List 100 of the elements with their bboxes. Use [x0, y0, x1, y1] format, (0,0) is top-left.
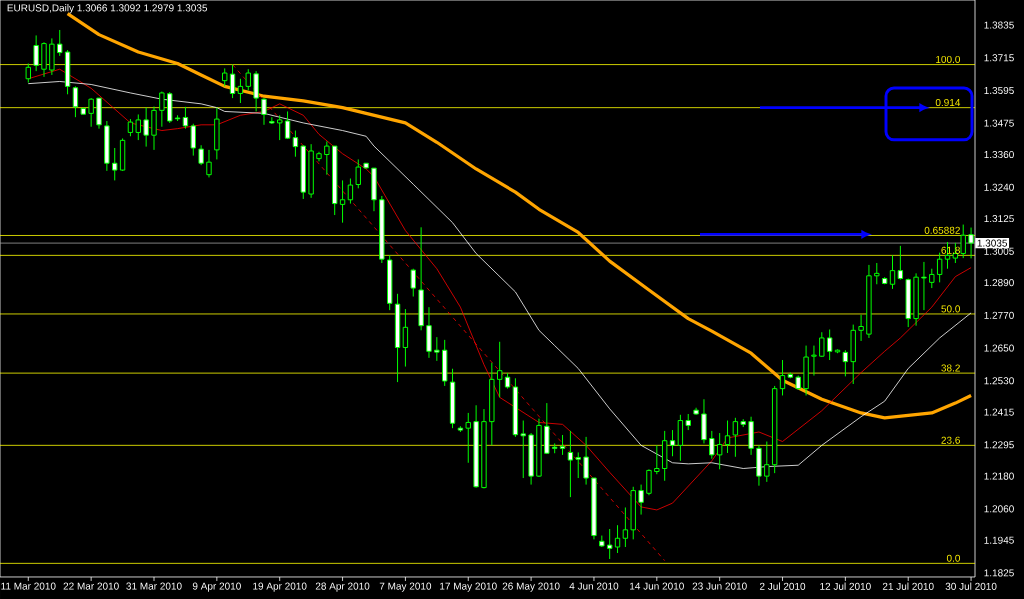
- candlestick: [842, 349, 849, 377]
- candlestick: [261, 97, 267, 126]
- x-tick-label: 4 Jun 2010: [569, 582, 619, 590]
- y-tick-label: 1.3360: [984, 150, 1014, 159]
- y-tick-label: 1.3125: [984, 215, 1014, 223]
- candlestick: [496, 341, 503, 398]
- y-tick-label: 1.2060: [984, 505, 1014, 513]
- candlestick: [324, 140, 330, 176]
- x-tick-label: 23 Jun 2010: [692, 582, 747, 590]
- candlestick: [190, 123, 196, 157]
- candlestick: [347, 178, 354, 205]
- candlestick: [575, 451, 581, 479]
- candlestick: [520, 420, 526, 479]
- y-tick-label: 1.3475: [984, 119, 1014, 127]
- candlestick: [716, 432, 723, 470]
- candlestick: [402, 308, 409, 368]
- candlestick: [936, 252, 943, 283]
- candlestick: [229, 64, 236, 99]
- candlestick: [614, 524, 621, 554]
- x-tick-label: 11 Mar 2010: [1, 582, 56, 590]
- candlestick: [724, 420, 731, 454]
- candlestick: [732, 417, 739, 458]
- y-tick-label: 1.3240: [984, 183, 1014, 191]
- y-tick-label: 1.3595: [984, 86, 1014, 95]
- candlestick: [897, 245, 904, 281]
- candlestick: [159, 91, 165, 128]
- candlestick: [465, 412, 471, 464]
- y-tick-label: 1.2530: [984, 377, 1014, 385]
- candlestick: [57, 29, 63, 57]
- candlestick: [237, 78, 244, 104]
- candlestick: [960, 224, 966, 259]
- candlestick: [292, 130, 299, 158]
- candlestick: [112, 147, 118, 181]
- y-tick-label: 1.3005: [984, 247, 1014, 255]
- candlestick: [826, 329, 833, 361]
- ref-line-label: 1.3035: [977, 239, 1008, 247]
- candlestick: [284, 110, 291, 140]
- candlestick: [622, 506, 629, 548]
- annotation: 0.65882: [924, 226, 960, 234]
- candlestick: [669, 429, 676, 457]
- candlestick: [410, 268, 416, 298]
- candlestick: [646, 468, 652, 496]
- x-tick-label: 7 May 2010: [379, 582, 432, 592]
- annotation: 0.914: [935, 98, 961, 107]
- x-tick-label: 22 Mar 2010: [63, 582, 119, 590]
- x-tick-label: 21 Jul 2010: [882, 582, 934, 590]
- x-tick-label: 12 Jul 2010: [820, 582, 871, 590]
- candlestick: [245, 68, 251, 91]
- candlestick: [182, 106, 189, 130]
- candlestick: [654, 444, 660, 475]
- y-tick-label: 1.3835: [984, 21, 1014, 29]
- x-tick-label: 14 Jun 2010: [630, 582, 684, 590]
- candlestick: [819, 331, 825, 358]
- candlestick: [206, 149, 212, 178]
- candlestick: [72, 85, 79, 118]
- candlestick: [559, 434, 566, 456]
- candlestick: [811, 345, 817, 377]
- candlestick: [198, 144, 204, 166]
- y-tick-label: 1.2890: [984, 279, 1014, 287]
- candlestick: [135, 113, 141, 141]
- x-tick-label: 30 Jul 2010: [945, 582, 997, 590]
- x-tick-label: 31 Mar 2010: [126, 582, 182, 590]
- candlestick: [277, 114, 283, 141]
- candlestick: [33, 34, 39, 72]
- candlestick: [567, 430, 574, 498]
- candlestick: [606, 528, 613, 560]
- candlestick: [929, 268, 935, 289]
- y-tick-label: 1.2415: [984, 408, 1014, 416]
- candlestick: [339, 179, 346, 224]
- annotation: 23.6: [941, 436, 960, 444]
- candlestick: [88, 97, 94, 128]
- y-tick-label: 1.2180: [984, 472, 1014, 480]
- y-tick-label: 1.3715: [984, 54, 1014, 62]
- annotation: 50.0: [941, 305, 960, 313]
- candlestick: [583, 436, 589, 486]
- line-series: [65, 12, 973, 420]
- y-tick-label: 1.2770: [984, 311, 1014, 319]
- y-tick-label: 1.2295: [984, 441, 1014, 449]
- candlestick: [858, 314, 864, 342]
- candlestick: [889, 254, 896, 290]
- candlestick: [764, 441, 770, 483]
- x-tick-label: 9 Apr 2010: [192, 582, 241, 592]
- x-tick-label: 28 Apr 2010: [315, 582, 370, 592]
- y-tick-label: 1.2650: [984, 344, 1014, 352]
- candlestick: [143, 107, 149, 148]
- x-tick-label: 17 May 2010: [440, 582, 497, 592]
- candlestick: [25, 62, 31, 84]
- y-tick-label: 1.1945: [984, 536, 1014, 544]
- candlestick: [779, 359, 786, 396]
- x-tick-label: 19 Apr 2010: [253, 582, 307, 592]
- candlestick: [921, 261, 927, 311]
- candlestick: [434, 336, 440, 362]
- x-tick-label: 26 May 2010: [502, 582, 560, 592]
- candlestick: [355, 158, 361, 189]
- y-tick-label: 1.1825: [984, 569, 1014, 577]
- annotation: 100.0: [936, 55, 960, 63]
- candlestick: [709, 430, 715, 460]
- candlestick: [874, 262, 880, 285]
- x-tick-label: 2 Jul 2010: [759, 582, 806, 590]
- chart-title: EURUSD,Daily 1.3066 1.3092 1.2979 1.3035: [7, 4, 208, 14]
